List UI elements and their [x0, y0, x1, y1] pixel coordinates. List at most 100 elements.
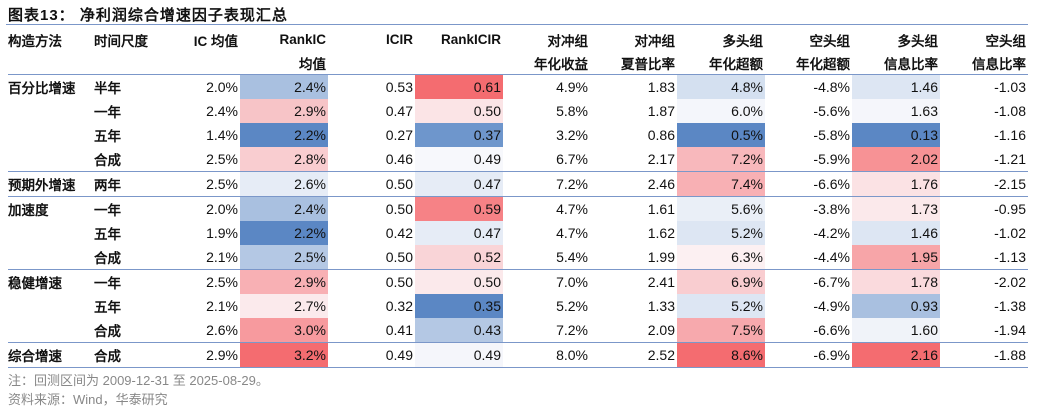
- cell-short-info-ratio: -1.16: [994, 127, 1026, 143]
- cell-scale: 五年: [94, 300, 121, 315]
- cell-long-info-ratio: 1.78: [852, 269, 940, 294]
- table-row: 综合增速 合成 2.9% 3.2% 0.49 0.49 8.0% 2.52 8.6% -6.9% 2…: [8, 342, 1028, 368]
- header-rankicir: RankICIR: [440, 32, 501, 47]
- cell-icir: 0.50: [328, 171, 415, 197]
- cell-rankicir: 0.59: [415, 196, 503, 221]
- cell-short-info-ratio: -1.13: [994, 249, 1026, 265]
- cell-method: [8, 123, 94, 147]
- cell-scale: 合成: [94, 324, 121, 339]
- cell-rankicir: 0.47: [415, 171, 503, 197]
- cell-ic-mean: 2.5%: [150, 171, 240, 197]
- header-row: 均值 年化收益 夏普比率 年化超额 年化超额 信息比率 信息比率: [8, 51, 1028, 75]
- cell-ic-mean: 2.9%: [150, 342, 240, 368]
- cell-scale: 两年: [94, 171, 150, 197]
- table-row: 稳健增速 一年 2.5% 2.9% 0.50 0.50 7.0% 2.41 6.9% -6.7% 1…: [8, 269, 1028, 294]
- source-note: 资料来源：Wind，华泰研究: [8, 392, 168, 407]
- cell-ic-mean: 2.1%: [206, 298, 238, 314]
- figure-title: 图表13： 净利润综合增速因子表现汇总: [8, 7, 288, 24]
- cell-hedge-sharpe: 1.33: [647, 298, 675, 314]
- cell-scale: 五年: [94, 129, 121, 144]
- cell-ic-mean: 2.0%: [150, 196, 240, 221]
- cell-hedge-sharpe: 2.09: [647, 322, 675, 338]
- cell-short-info-ratio: -1.03: [940, 74, 1028, 99]
- cell-long-annual-excess: 7.5%: [677, 318, 765, 343]
- cell-long-annual-excess: 8.6%: [677, 342, 765, 368]
- cell-hedge-annual-return: 7.2%: [503, 171, 590, 197]
- cell-short-annual-excess: -4.9%: [813, 298, 850, 314]
- table-row: 五年 1.4% 2.2% 0.27 0.37 3.2% 0.86 0.5% -5.8% 0.13 -…: [8, 123, 1028, 147]
- cell-long-annual-excess: 6.0%: [677, 99, 765, 123]
- cell-icir: 0.42: [385, 225, 413, 241]
- header-rankic-mean: 均值: [299, 56, 326, 72]
- header-hedge-annual-return: 对冲组: [547, 33, 589, 49]
- header-method: [8, 51, 94, 75]
- cell-rankic-mean: 2.9%: [240, 99, 328, 123]
- backtest-note: 注：回测区间为 2009-12-31 至 2025-08-29。: [8, 373, 269, 388]
- cell-method: [8, 147, 94, 172]
- cell-icir: 0.49: [328, 342, 415, 368]
- cell-long-annual-excess: 6.9%: [677, 269, 765, 294]
- cell-rankic-mean: 2.5%: [240, 245, 328, 270]
- cell-hedge-sharpe: 2.41: [590, 269, 677, 294]
- header-row: 构造方法 时间尺度 IC 均值 RankIC ICIR RankICIR 对冲组 对冲组 多头组…: [8, 28, 1028, 51]
- cell-ic-mean: 1.4%: [206, 127, 238, 143]
- cell-short-annual-excess: -5.8%: [813, 127, 850, 143]
- cell-scale: 半年: [94, 74, 150, 99]
- cell-icir: 0.47: [385, 103, 413, 119]
- table-row: 加速度 一年 2.0% 2.4% 0.50 0.59 4.7% 1.61 5.6% -3.8% 1.…: [8, 196, 1028, 221]
- cell-method: 百分比增速: [8, 74, 94, 99]
- header-long-info-ratio: 信息比率: [884, 56, 938, 72]
- header-icir: [328, 51, 415, 75]
- cell-short-info-ratio: -0.95: [940, 196, 1028, 221]
- cell-short-annual-excess: -6.6%: [765, 171, 852, 197]
- cell-hedge-annual-return: 4.7%: [556, 225, 588, 241]
- cell-method: [8, 318, 94, 343]
- cell-long-annual-excess: 7.4%: [677, 171, 765, 197]
- cell-short-info-ratio: -2.15: [940, 171, 1028, 197]
- cell-method: [8, 245, 94, 270]
- table-row: 预期外增速 两年 2.5% 2.6% 0.50 0.47 7.2% 2.46 7.4% -6.6%…: [8, 171, 1028, 197]
- cell-short-annual-excess: -6.6%: [813, 322, 850, 338]
- header-long-annual-excess: 年化超额: [709, 56, 763, 72]
- cell-rankic-mean: 2.2%: [240, 123, 328, 147]
- cell-hedge-sharpe: 1.87: [647, 103, 675, 119]
- cell-rankicir: 0.47: [415, 221, 503, 245]
- cell-icir: 0.53: [328, 74, 415, 99]
- cell-rankic-mean: 2.6%: [240, 171, 328, 197]
- cell-short-info-ratio: -1.38: [994, 298, 1026, 314]
- cell-rankicir: 0.50: [415, 269, 503, 294]
- header-hedge-annual-return: 年化收益: [534, 56, 588, 72]
- cell-hedge-annual-return: 7.0%: [503, 269, 590, 294]
- cell-long-info-ratio: 2.16: [852, 342, 940, 368]
- cell-method: 预期外增速: [8, 171, 94, 197]
- cell-short-annual-excess: -4.4%: [813, 249, 850, 265]
- cell-ic-mean: 2.4%: [206, 103, 238, 119]
- cell-short-info-ratio: -1.94: [994, 322, 1026, 338]
- header-short-info-ratio: 信息比率: [972, 56, 1026, 72]
- table-row: 一年 2.4% 2.9% 0.47 0.50 5.8% 1.87 6.0% -5.6% 1.63 -…: [8, 99, 1028, 123]
- cell-long-annual-excess: 5.2%: [677, 294, 765, 318]
- cell-long-info-ratio: 1.60: [852, 318, 940, 343]
- cell-scale: 一年: [94, 269, 150, 294]
- header-icir: ICIR: [386, 32, 413, 47]
- cell-rankicir: 0.52: [415, 245, 503, 270]
- cell-hedge-sharpe: 2.46: [590, 171, 677, 197]
- cell-short-annual-excess: -4.8%: [765, 74, 852, 99]
- header-short-annual-excess: 年化超额: [796, 56, 850, 72]
- cell-hedge-sharpe: 1.83: [590, 74, 677, 99]
- cell-long-info-ratio: 0.93: [852, 294, 940, 318]
- cell-rankic-mean: 3.2%: [240, 342, 328, 368]
- cell-scale: 一年: [94, 196, 150, 221]
- cell-short-info-ratio: -1.21: [994, 151, 1026, 167]
- cell-long-info-ratio: 0.13: [852, 123, 940, 147]
- table-row: 五年 2.1% 2.7% 0.32 0.35 5.2% 1.33 5.2% -4.9% 0.93-…: [8, 294, 1028, 318]
- cell-method: [8, 99, 94, 123]
- cell-icir: 0.27: [385, 127, 413, 143]
- cell-ic-mean: 2.5%: [150, 269, 240, 294]
- cell-short-info-ratio: -1.08: [994, 103, 1026, 119]
- cell-hedge-sharpe: 0.86: [647, 127, 675, 143]
- cell-ic-mean: 2.1%: [206, 249, 238, 265]
- cell-rankic-mean: 2.4%: [240, 74, 328, 99]
- cell-ic-mean: 2.5%: [206, 151, 238, 167]
- cell-long-annual-excess: 4.8%: [677, 74, 765, 99]
